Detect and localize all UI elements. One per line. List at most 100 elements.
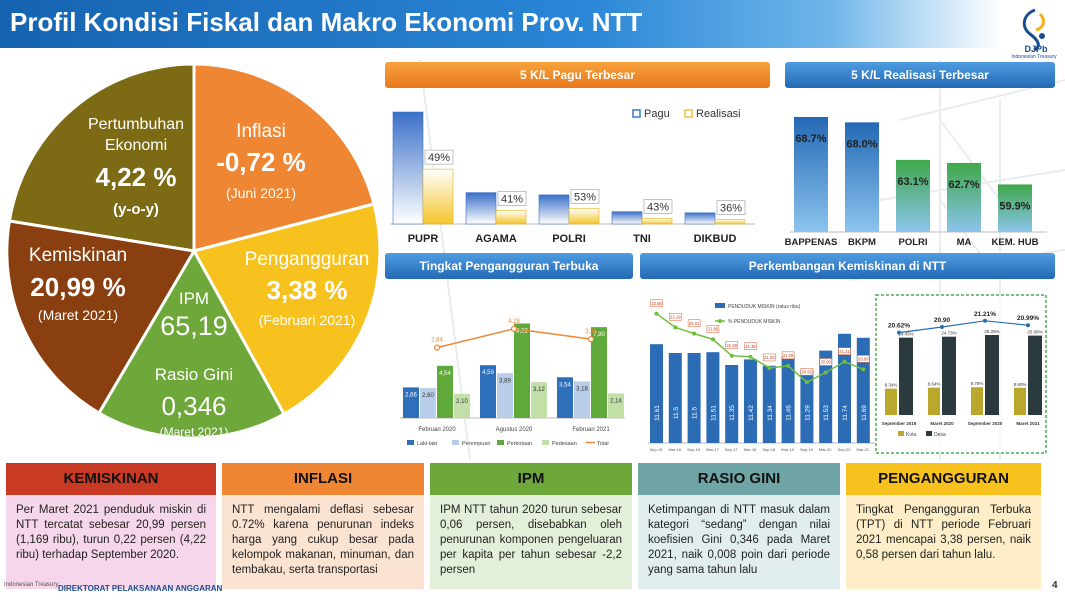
inset-total-point <box>897 330 901 335</box>
kemiskinan-pct-label: 21.09 <box>783 353 794 358</box>
kemiskinan-x-label: Sep-19 <box>800 447 814 452</box>
kemiskinan-pct-label: 22.19 <box>670 315 681 320</box>
realisasi-panel-title: 5 K/L Realisasi Terbesar <box>785 62 1055 88</box>
inset-total-label: 21.21% <box>974 311 996 318</box>
stat-box-gini: RASIO GINI Ketimpangan di NTT masuk dalam… <box>638 463 840 589</box>
tpt-legend-swatch <box>497 440 504 445</box>
tpt-data-label: 3,89 <box>499 378 511 384</box>
realisasi-data-label: 63.1% <box>897 176 928 188</box>
tpt-data-label: 8,22 <box>516 328 528 334</box>
kemiskinan-pct-point <box>804 380 809 385</box>
footer-logo: Indonesian Treasury <box>4 582 59 588</box>
kemiskinan-pct-point <box>654 311 659 316</box>
page-title: Profil Kondisi Fiskal dan Makro Ekonomi … <box>10 7 643 37</box>
realisasi-bar <box>422 168 454 225</box>
pertumbuhan-label-2: Ekonomi <box>105 137 167 154</box>
logo-text: DJPb <box>1024 44 1048 54</box>
kemiskinan-x-label: Sep-15 <box>650 447 664 452</box>
pagu-data-label: 43% <box>647 201 669 213</box>
macro-pie-chart: Pertumbuhan Ekonomi 4,22 % (y-o-y) Infla… <box>5 62 380 440</box>
pagu-bar <box>611 211 643 225</box>
inset-total-label: 20.62% <box>888 323 910 330</box>
kemiskinan-pct-box <box>763 353 776 362</box>
tpt-legend-text: Laki-laki <box>417 441 437 447</box>
tpt-bar <box>454 393 470 418</box>
pagu-bar <box>392 111 424 225</box>
realisasi-data-label: 62.7% <box>948 179 979 191</box>
inset-category-label: September 2019 <box>882 421 917 426</box>
pie-slice-kemiskinan <box>5 219 197 416</box>
stat-title-ipm: IPM <box>430 463 632 495</box>
kemiskinan-x-label: Mar-18 <box>744 447 757 452</box>
tpt-legend-swatch <box>452 440 459 445</box>
legend-realisasi-swatch <box>684 109 693 118</box>
pertumbuhan-value: 4,22 % <box>96 162 177 192</box>
tpt-data-label: 4,54 <box>439 371 451 377</box>
stat-box-kemiskinan: KEMISKINAN Per Maret 2021 penduduk miskin… <box>6 463 216 589</box>
pie-slice-gini <box>96 247 287 440</box>
ipm-value: 65,19 <box>160 311 228 341</box>
kemiskinan-pct-line <box>656 313 864 384</box>
inset-kota-bar <box>885 388 897 415</box>
kemiskinan-x-label: Mar-20 <box>819 447 832 452</box>
kemiskinan-x-label: Sep-18 <box>762 447 776 452</box>
kemiskinan-x-label: Sep-20 <box>838 447 852 452</box>
pagu-bar <box>538 194 570 225</box>
kemiskinan-pct-label: 21.38 <box>726 343 737 348</box>
legend-kota-text: Kota <box>906 432 917 438</box>
tpt-panel-title: Tingkat Pengangguran Terbuka <box>385 253 633 279</box>
stat-title-inflasi: INFLASI <box>222 463 424 495</box>
pie-slice-pengangguran <box>191 202 380 417</box>
realisasi-bar <box>568 208 600 225</box>
realisasi-bar <box>641 218 673 225</box>
header-bar <box>0 0 1065 48</box>
kemiskinan-pct-point <box>767 365 772 370</box>
kemiskinan-bar <box>668 353 682 443</box>
stat-text-gini: Ketimpangan di NTT masuk dalam kategori … <box>638 495 840 589</box>
inset-desa-bar <box>899 337 913 415</box>
kemiskinan-bar-label: 11.51 <box>710 405 717 421</box>
legend-line-marker <box>718 319 722 323</box>
kemiskinan-bar <box>838 333 851 443</box>
kemiskinan-bar-label: 11.42 <box>748 405 755 421</box>
inset-desa-bar <box>1028 335 1042 415</box>
inset-kota-bar <box>928 387 940 415</box>
kemiskinan-bar-label: 11.5 <box>692 407 699 420</box>
tpt-bar <box>557 377 573 418</box>
tpt-data-label: 2,10 <box>456 399 468 405</box>
kemiskinan-pct-box <box>819 358 832 366</box>
stat-box-ipm: IPM IPM NTT tahun 2020 turun sebesar 0,06… <box>430 463 632 589</box>
kemiskinan-pct-label: 22.01 <box>689 321 700 326</box>
tpt-bar <box>514 323 530 418</box>
kemiskinan-bar-label: 11.5 <box>673 407 680 420</box>
inflasi-label: Inflasi <box>236 121 286 142</box>
inset-total-line <box>898 320 1029 334</box>
stat-box-inflasi: INFLASI NTT mengalami deflasi sebesar 0.7… <box>222 463 424 589</box>
kemiskinan-pct-point <box>673 325 678 330</box>
stat-text-pengangguran: Tingkat Pengangguran Terbuka (TPT) di NT… <box>846 495 1041 589</box>
pagu-data-label: 49% <box>428 152 450 164</box>
legend-bar-swatch <box>715 303 725 308</box>
kemiskinan-bar <box>725 365 739 443</box>
inflasi-value: -0,72 % <box>216 147 306 177</box>
tpt-data-label: 3,54 <box>559 382 571 388</box>
stat-title-gini: RASIO GINI <box>638 463 840 495</box>
kemiskinan-pct-box <box>669 313 682 321</box>
kemiskinan-label: Kemiskinan <box>29 245 127 266</box>
kemiskinan-panel-title: Perkembangan Kemiskinan di NTT <box>640 253 1055 279</box>
kemiskinan-pct-box <box>800 368 814 376</box>
inset-kota-label: 8.78% <box>971 381 984 386</box>
tpt-bar <box>574 381 590 418</box>
kemiskinan-pct-label: 20.62 <box>802 370 813 375</box>
kemiskinan-bar-label: 11.34 <box>767 405 774 421</box>
kemiskinan-pct-box <box>781 351 795 360</box>
kemiskinan-bar <box>781 356 795 443</box>
kemiskinan-pct-box <box>650 299 663 307</box>
kemiskinan-pct-label: 21.03 <box>764 355 775 360</box>
tpt-data-label: 7,90 <box>593 332 605 338</box>
kemiskinan-pct-point <box>729 353 734 358</box>
pagu-category-label: AGAMA <box>475 233 517 245</box>
pengangguran-value: 3,38 % <box>267 275 348 305</box>
kemiskinan-bar-label: 11.74 <box>842 405 849 421</box>
kemiskinan-bar-label: 11.29 <box>804 405 811 421</box>
